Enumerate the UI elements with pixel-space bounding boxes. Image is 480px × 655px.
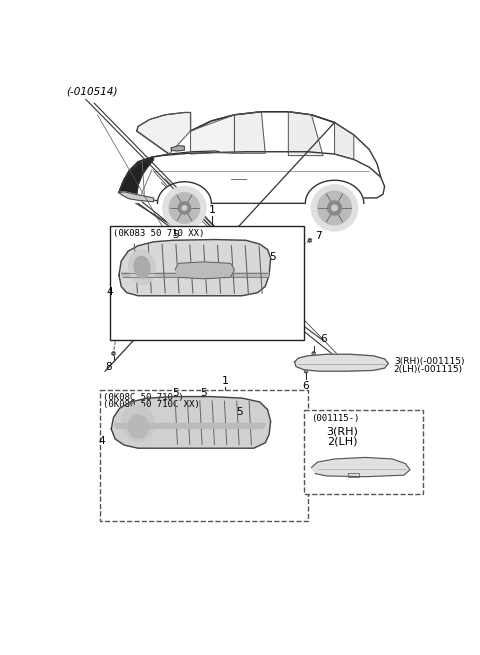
Polygon shape (305, 180, 364, 203)
Text: 5: 5 (172, 231, 179, 240)
Polygon shape (312, 457, 410, 477)
Circle shape (178, 201, 192, 215)
Polygon shape (157, 182, 211, 203)
Polygon shape (121, 272, 269, 277)
Text: 3(RH): 3(RH) (326, 426, 358, 437)
Text: 3(RH)(-001115): 3(RH)(-001115) (394, 358, 464, 366)
Text: 5: 5 (269, 252, 276, 262)
Text: 5: 5 (200, 388, 207, 398)
Text: (0K080 50 710C XX): (0K080 50 710C XX) (103, 400, 200, 409)
Text: 2(LH): 2(LH) (327, 437, 358, 447)
Circle shape (174, 247, 176, 249)
Polygon shape (119, 192, 154, 202)
Circle shape (172, 402, 179, 409)
Text: 5: 5 (172, 388, 179, 398)
Bar (304, 409, 423, 495)
Text: 2(LH)(-001115): 2(LH)(-001115) (394, 365, 463, 374)
Circle shape (181, 205, 188, 211)
Circle shape (236, 422, 243, 428)
Polygon shape (119, 152, 384, 203)
Text: 6: 6 (320, 334, 326, 345)
Polygon shape (171, 145, 184, 151)
Circle shape (172, 244, 179, 252)
Text: (0K08C 50 710 ): (0K08C 50 710 ) (103, 393, 183, 402)
Circle shape (262, 269, 264, 271)
Polygon shape (295, 354, 388, 371)
Polygon shape (115, 424, 265, 428)
Circle shape (312, 185, 358, 231)
Circle shape (203, 405, 204, 407)
Text: 5: 5 (237, 407, 243, 417)
Ellipse shape (122, 405, 155, 442)
Polygon shape (119, 240, 271, 296)
Circle shape (200, 402, 207, 409)
Polygon shape (234, 112, 265, 153)
Circle shape (239, 424, 240, 426)
Text: (0K083 50 710 XX): (0K083 50 710 XX) (113, 229, 204, 238)
Circle shape (112, 352, 116, 356)
Circle shape (261, 268, 265, 271)
Polygon shape (191, 115, 234, 154)
Circle shape (174, 405, 176, 407)
Polygon shape (111, 397, 271, 448)
Text: 4: 4 (107, 287, 114, 297)
Circle shape (318, 191, 351, 225)
Circle shape (331, 204, 338, 212)
Bar (100, 390, 308, 521)
Text: 7: 7 (315, 231, 322, 242)
Circle shape (238, 423, 242, 427)
Polygon shape (137, 113, 191, 154)
Polygon shape (119, 157, 154, 194)
Polygon shape (175, 262, 234, 279)
Circle shape (116, 438, 119, 441)
Circle shape (169, 193, 200, 223)
Text: 8: 8 (106, 362, 112, 372)
Circle shape (312, 352, 316, 356)
Circle shape (163, 187, 206, 229)
Circle shape (327, 200, 342, 215)
Bar (110, 227, 304, 341)
Circle shape (173, 404, 177, 408)
Ellipse shape (133, 256, 151, 279)
Circle shape (173, 246, 177, 250)
Ellipse shape (127, 415, 149, 439)
Circle shape (202, 404, 205, 408)
Circle shape (260, 266, 266, 273)
Ellipse shape (129, 250, 156, 284)
Text: (-010514): (-010514) (66, 86, 117, 96)
Text: 6: 6 (303, 381, 310, 391)
Circle shape (304, 369, 308, 373)
Text: 1: 1 (209, 205, 216, 215)
Text: (001115-): (001115-) (312, 413, 360, 422)
Circle shape (123, 289, 127, 292)
Circle shape (308, 238, 312, 242)
Text: 1: 1 (222, 376, 228, 386)
Polygon shape (335, 122, 354, 159)
Text: 4: 4 (98, 436, 105, 445)
Polygon shape (288, 112, 323, 156)
